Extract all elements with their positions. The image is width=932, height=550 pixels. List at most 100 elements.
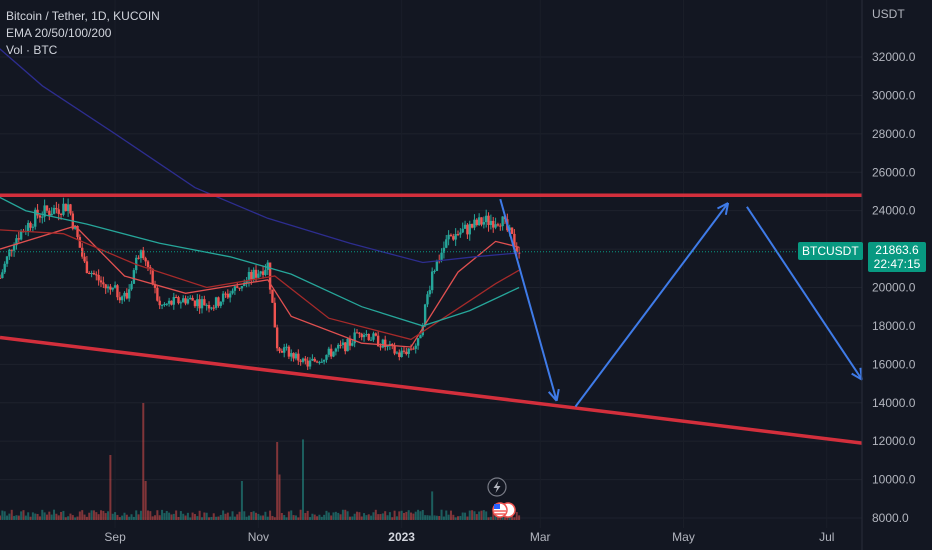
volume-bar xyxy=(393,510,396,520)
volume-bar xyxy=(55,513,58,520)
volume-bar xyxy=(487,517,490,520)
candle-body xyxy=(78,237,82,248)
candle-body xyxy=(38,215,42,218)
candle-body xyxy=(344,342,347,352)
projection-arrow[interactable] xyxy=(499,198,558,402)
volume-bar xyxy=(114,512,117,520)
candle-body xyxy=(348,338,352,346)
candle-body xyxy=(332,351,335,357)
candle-body xyxy=(311,358,314,361)
ema-indicator-label[interactable]: EMA 20/50/100/200 xyxy=(6,26,112,40)
candle-body xyxy=(139,250,143,259)
candle-body xyxy=(247,272,251,282)
volume-indicator-label[interactable]: Vol · BTC xyxy=(6,43,58,57)
volume-bar xyxy=(222,510,225,520)
candle-body xyxy=(261,271,265,275)
candle-body xyxy=(193,300,197,307)
candle-body xyxy=(189,297,192,300)
volume-bar xyxy=(158,515,161,520)
symbol-title[interactable]: Bitcoin / Tether, 1D, KUCOIN xyxy=(6,9,160,23)
volume-bar xyxy=(311,513,314,520)
candle-body xyxy=(174,297,178,299)
volume-bar xyxy=(128,516,131,520)
trendlines xyxy=(0,193,863,445)
candle-body xyxy=(351,343,354,346)
candle-body xyxy=(95,274,98,276)
price-tick-label: 10000.0 xyxy=(872,473,916,487)
volume-bar xyxy=(116,514,119,520)
candle-body xyxy=(85,261,89,273)
chart-legend: Bitcoin / Tether, 1D, KUCOIN EMA 20/50/1… xyxy=(6,8,160,59)
candle-body xyxy=(383,339,387,347)
currency-label[interactable]: USDT xyxy=(872,7,905,21)
candle-body xyxy=(299,360,302,362)
candle-body xyxy=(165,303,168,305)
volume-bar xyxy=(306,510,309,520)
volume-bar xyxy=(264,511,267,520)
volume-bar xyxy=(97,514,100,520)
candle-body xyxy=(19,231,23,240)
candle-body xyxy=(179,302,183,304)
projection-arrow[interactable] xyxy=(574,202,729,408)
candle-body xyxy=(435,260,439,271)
candle-body xyxy=(116,285,119,298)
volume-bar xyxy=(424,515,427,520)
price-axis[interactable]: 32000.030000.028000.026000.024000.022000… xyxy=(872,50,916,525)
candle-body xyxy=(104,284,107,289)
volume-bar xyxy=(107,511,110,520)
arrowhead xyxy=(851,372,863,381)
candle-body xyxy=(412,348,415,350)
candle-body xyxy=(153,284,157,288)
time-tick-label: Mar xyxy=(530,530,551,544)
volume-bar xyxy=(78,511,81,520)
candle-body xyxy=(508,227,511,231)
volume-bar xyxy=(379,514,382,520)
candle-body xyxy=(226,293,230,298)
volume-bar xyxy=(179,511,182,520)
volume-bar xyxy=(48,511,51,520)
candle-body xyxy=(212,307,215,309)
time-tick-label: Sep xyxy=(104,530,126,544)
volume-bar xyxy=(135,510,138,520)
candle-body xyxy=(414,345,417,349)
time-axis[interactable]: Sep Nov 2023 Mar May Jul xyxy=(104,530,834,544)
volume-bar xyxy=(384,511,387,520)
candle-body xyxy=(64,203,67,212)
candle-body xyxy=(29,222,32,228)
support-trendline[interactable] xyxy=(0,335,863,445)
candle-body xyxy=(416,338,420,346)
volume-bar xyxy=(471,510,474,520)
time-tick-label: Jul xyxy=(819,530,834,544)
volume-bar xyxy=(161,509,164,520)
volume-bar xyxy=(489,516,492,520)
candle-body xyxy=(92,272,96,275)
volume-bar xyxy=(374,509,377,520)
volume-bar xyxy=(332,512,335,520)
volume-bar xyxy=(442,516,445,520)
volume-bar xyxy=(170,514,173,520)
candle-body xyxy=(12,245,16,251)
volume-bar xyxy=(71,515,74,520)
volume-bar xyxy=(449,510,452,520)
volume-bar xyxy=(313,514,316,520)
volume-bar xyxy=(367,514,370,520)
volume-bar xyxy=(144,481,147,520)
candle-body xyxy=(45,205,49,211)
price-tick-label: 28000.0 xyxy=(872,127,916,141)
volume-bar xyxy=(217,516,220,520)
us-flag-icon[interactable] xyxy=(492,502,516,518)
candle-body xyxy=(184,298,187,304)
candle-body xyxy=(191,297,194,301)
price-tick-label: 16000.0 xyxy=(872,357,916,371)
volume-bar xyxy=(88,512,91,520)
lightning-icon[interactable] xyxy=(487,477,507,497)
volume-bar xyxy=(445,510,448,520)
volume-bar xyxy=(130,514,133,520)
volume-bar xyxy=(346,511,349,520)
volume-bar xyxy=(57,515,60,520)
candle-body xyxy=(325,354,328,360)
volume-bar xyxy=(64,517,67,520)
projection-arrow[interactable] xyxy=(746,206,863,381)
volume-bar xyxy=(290,510,293,520)
